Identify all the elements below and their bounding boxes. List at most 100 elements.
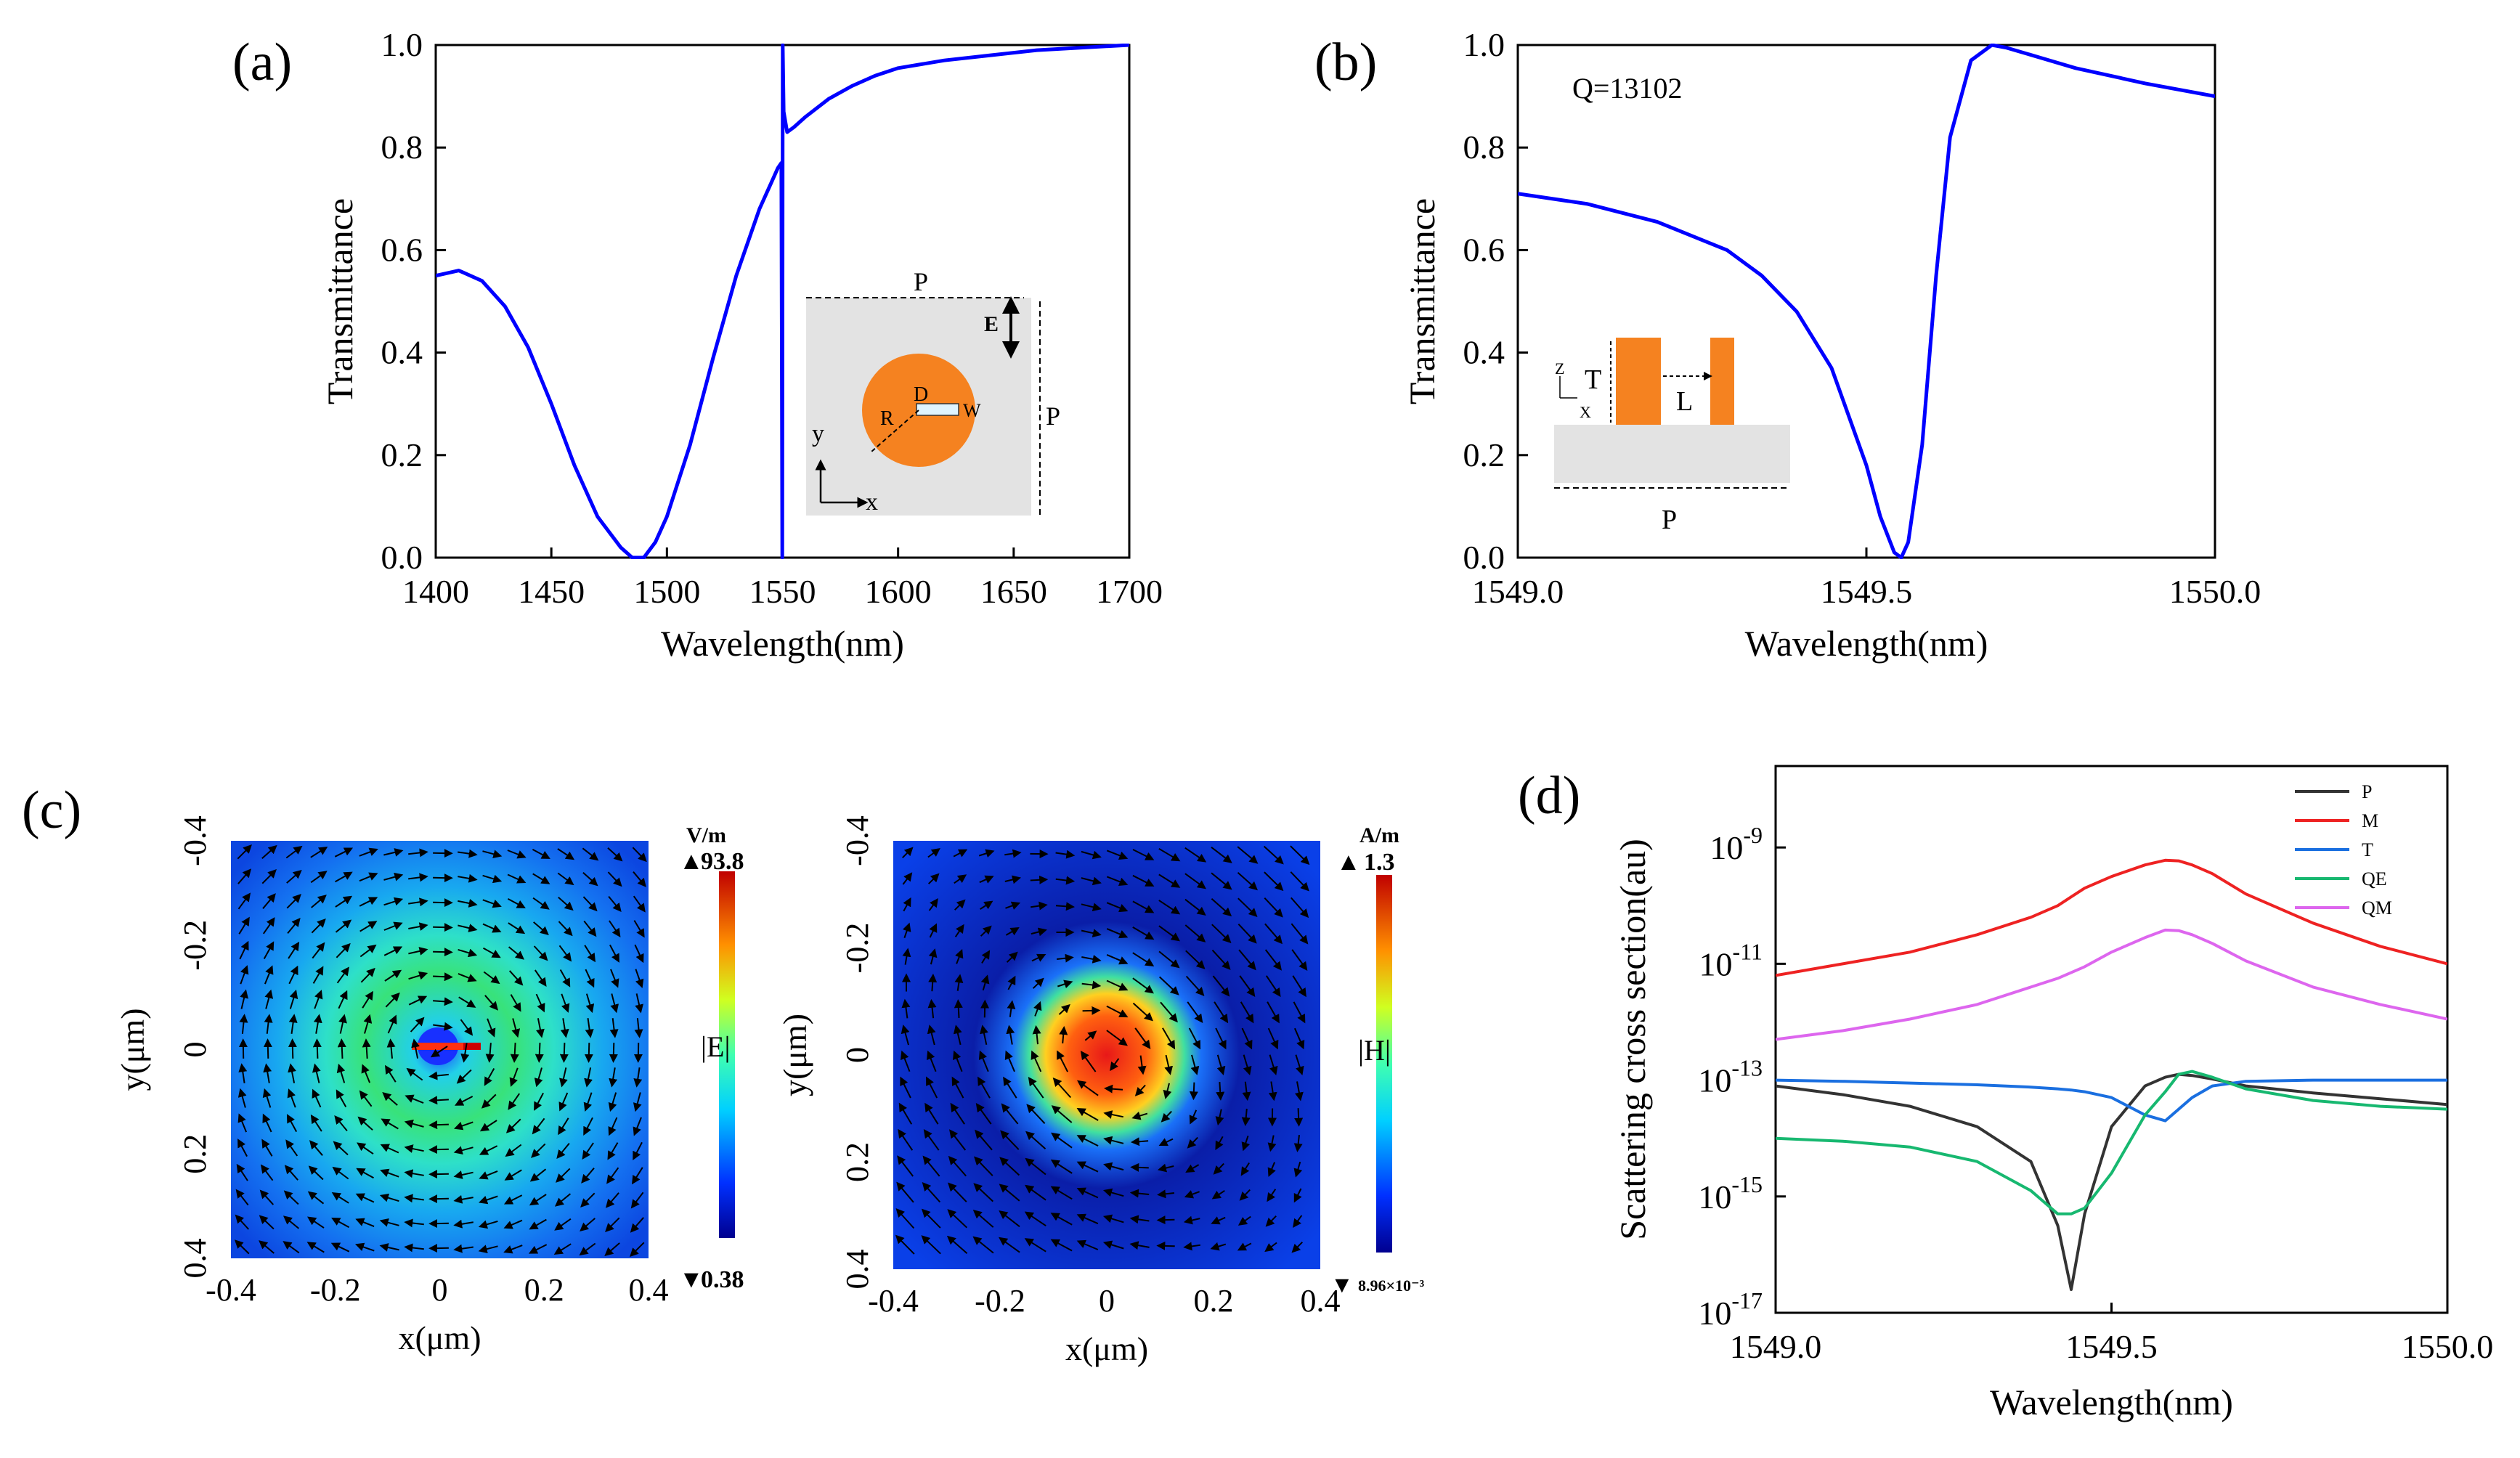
e-field-vector-arrow <box>313 1014 322 1034</box>
e-field-vector-arrow <box>479 1170 498 1180</box>
h-field-vector-arrow <box>1103 1188 1124 1197</box>
legend-label: M <box>2362 810 2378 831</box>
inset-a-radius-line <box>871 410 919 452</box>
e-field-vector-arrow <box>633 895 646 913</box>
e-field-vector-arrow <box>453 1146 473 1155</box>
h-field-vector-arrow <box>1189 1082 1198 1101</box>
e-field-vector-arrow <box>534 1092 544 1111</box>
e-field-vector-arrow <box>283 1190 299 1205</box>
h-field-vector-arrow <box>1211 924 1232 943</box>
e-field-vector-arrow <box>504 1169 522 1181</box>
h-field-vector-arrow <box>1292 975 1306 998</box>
legend-label: QE <box>2362 868 2387 889</box>
h-field-vector-arrow <box>1076 1187 1099 1199</box>
h-field-vector-arrow <box>1025 1184 1046 1201</box>
e-field-axes: -0.4 -0.2 0 0.2 0.4-0.4-0.200.20.4x(μm)y(μm) <box>114 815 669 1356</box>
h-colorbar-max: 1.3 <box>1364 849 1395 876</box>
inset-b-bar-left <box>1616 338 1661 425</box>
e-field-vector-arrow <box>240 989 248 1009</box>
e-field-vector-arrow <box>237 1113 248 1133</box>
h-field-vector-arrow <box>1026 1104 1046 1124</box>
e-field-vector-arrow <box>288 965 298 985</box>
h-map-ytick-label: -0.2 <box>840 923 875 974</box>
h-map-xtick-label: 0.4 <box>1301 1283 1341 1319</box>
panel-d-axes: 1549.0 1549.5 1550.0 10-9 10-11 10-13 10-15 10-… <box>1612 765 2493 1422</box>
e-field-vector-arrow <box>633 1067 643 1088</box>
panel-d-ytick-label: 10-9 <box>1710 822 1763 866</box>
e-field-vector-arrow <box>336 966 349 984</box>
panel-a: (a) 1400 1450 1500 1550 1600 1650 1700 0.0 0.2 0.… <box>232 26 1163 664</box>
panel-b-ytick-label: 1.0 <box>1463 26 1505 63</box>
h-field-vector-arrow <box>1025 1157 1046 1176</box>
h-field-vector-arrow <box>1190 1054 1200 1075</box>
h-field-vector-arrow <box>1184 1190 1200 1199</box>
panel-a-xtick-label: 1500 <box>633 573 700 610</box>
h-field-vector-arrow <box>902 922 911 939</box>
h-field-vector-arrow <box>1103 1162 1124 1171</box>
h-map-ytick-label: 0 <box>840 1047 875 1063</box>
e-field-vector-arrow <box>379 1193 399 1202</box>
panel-d-ytick-label: 10-13 <box>1698 1055 1763 1099</box>
h-field-vector-arrow <box>1157 1163 1174 1173</box>
e-field-vector-arrow <box>460 1019 473 1036</box>
h-field-vector-arrow <box>1240 1001 1254 1024</box>
h-field-vector-arrow <box>978 849 995 858</box>
h-field-vector-arrow <box>922 1182 941 1203</box>
e-field-vector-arrow <box>261 844 277 859</box>
h-field-vector-arrow <box>949 1129 967 1151</box>
h-field-vector-arrow <box>1057 980 1073 989</box>
h-field-vector-arrow <box>1031 953 1046 962</box>
h-map-xtick-label: -0.4 <box>868 1283 919 1319</box>
h-field-vector-arrow <box>1106 902 1129 913</box>
e-field-vector-arrow <box>633 871 646 887</box>
e-map-ylabel: y(μm) <box>114 1008 151 1091</box>
e-field-vector-arrow <box>609 920 621 937</box>
e-field-vector-arrow <box>310 871 328 884</box>
e-field-vector-arrow <box>311 895 327 908</box>
e-field-vector-arrow <box>286 894 301 909</box>
h-field-vector-arrow <box>1212 975 1230 997</box>
h-field-vector-arrow <box>1131 1111 1148 1120</box>
e-field-vector-arrow <box>408 848 428 858</box>
h-field-vector-arrow <box>1050 1239 1073 1252</box>
e-field-vector-arrow <box>508 946 525 960</box>
inset-b-substrate <box>1554 425 1790 483</box>
e-field-vector-arrow <box>479 1195 498 1205</box>
e-field-vector-arrow <box>453 1194 473 1204</box>
e-field-vector-arrow <box>560 1018 569 1038</box>
e-field-vector-arrow <box>583 1117 593 1136</box>
e-field-vector-arrow <box>362 990 373 1009</box>
e-field-vector-arrow <box>559 1067 568 1088</box>
inset-b-z-label: Z <box>1555 359 1564 378</box>
e-field-vector-arrow <box>312 1088 322 1108</box>
h-field-vector-arrow <box>999 1210 1020 1228</box>
e-field-vector-arrow <box>261 869 277 884</box>
h-field-vector-arrow <box>1184 847 1207 863</box>
h-field-vector-arrow <box>1059 1026 1068 1044</box>
e-field-vector-arrow <box>260 1164 274 1181</box>
e-field-vector-arrow <box>510 994 521 1012</box>
h-field-vector-arrow <box>903 897 911 912</box>
h-field-vector-arrow <box>980 925 992 937</box>
e-field-vector-arrow <box>284 1165 298 1181</box>
e-field-vector-arrow <box>556 1168 571 1183</box>
e-field-vector-arrow <box>633 1117 642 1136</box>
h-field-vector-arrow <box>1185 975 1205 996</box>
h-field-vector-arrow <box>1243 1054 1252 1076</box>
panel-d: (d) 1549.0 1549.5 1550.0 10-9 10-11 10-13 10-1… <box>1518 765 2493 1422</box>
e-field-vector-arrow <box>410 1017 425 1033</box>
e-field-vector-arrow <box>259 1215 275 1230</box>
h-field-vector-arrow <box>1106 1030 1128 1046</box>
h-field-vector-arrow <box>1103 1136 1124 1145</box>
e-colorbar-max-marker: ▲ <box>679 848 704 875</box>
e-field-vector-arrow <box>308 1165 324 1181</box>
panel-d-series-t <box>1776 1078 2447 1123</box>
e-field-vector-arrow <box>632 1167 643 1185</box>
e-field-vector-arrow <box>458 924 478 932</box>
h-field-vector-arrow <box>928 898 938 911</box>
h-field-vector-arrow <box>1033 1001 1042 1017</box>
panel-b-ytick-label: 0.6 <box>1463 231 1505 268</box>
h-field-vector-arrow <box>897 1155 914 1177</box>
h-field-vector-arrow <box>1185 950 1206 969</box>
h-field-vector-arrow <box>979 875 994 884</box>
